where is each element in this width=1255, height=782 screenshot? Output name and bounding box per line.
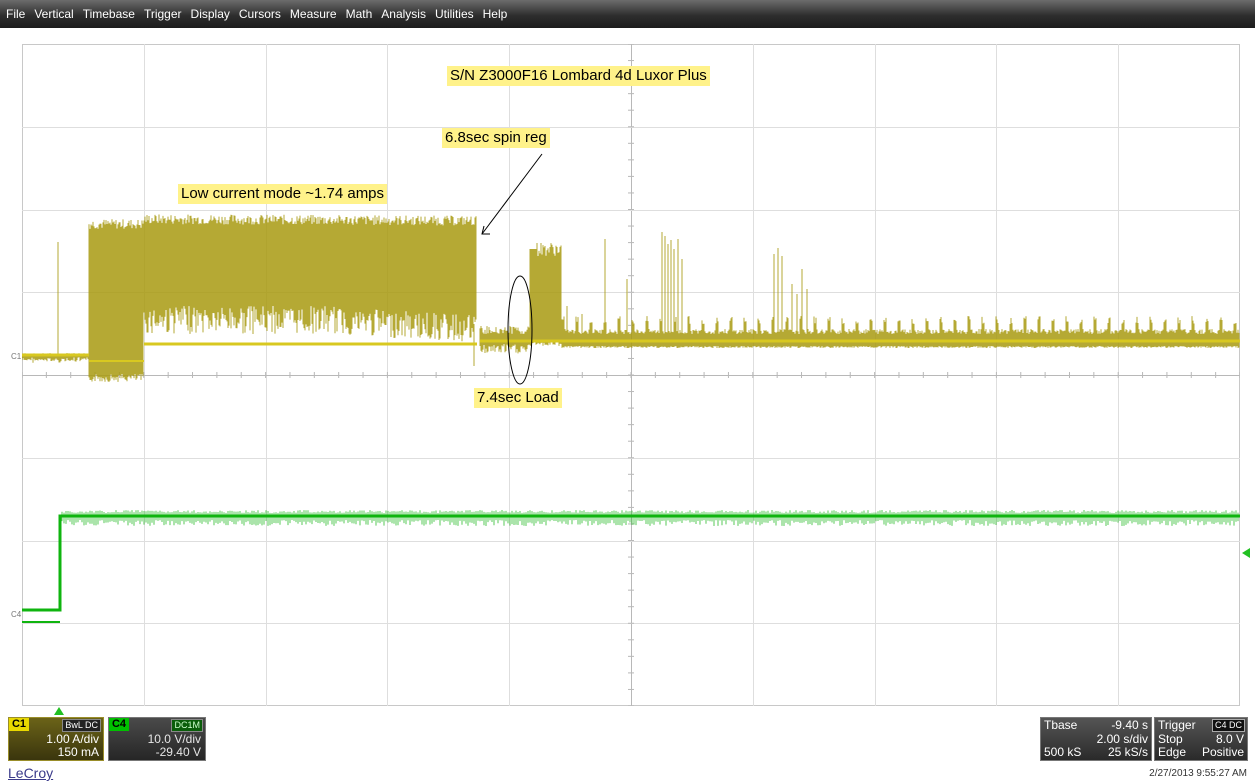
menu-vertical[interactable]: Vertical	[34, 7, 74, 21]
trigger-descriptor[interactable]: Trigger C4 DC Stop 8.0 V Edge Positive	[1154, 717, 1248, 761]
annotation-lines	[481, 153, 543, 385]
trigger-level-marker[interactable]	[1242, 548, 1250, 558]
menu-timebase[interactable]: Timebase	[82, 7, 135, 21]
load-annotation: 7.4sec Load	[474, 388, 562, 408]
grid-lines	[22, 44, 1240, 706]
trigger-source: C4 DC	[1211, 719, 1245, 732]
c1-scale: 1.00 A/div	[46, 732, 99, 746]
c1-trace-path	[22, 214, 1240, 382]
menu-bar: File Vertical Timebase Trigger Display C…	[0, 0, 1255, 28]
menu-trigger[interactable]: Trigger	[143, 7, 182, 21]
menu-cursors[interactable]: Cursors	[238, 7, 281, 21]
c4-trace	[22, 510, 1240, 623]
timestamp: 2/27/2013 9:55:27 AM	[1149, 768, 1247, 779]
timebase-descriptor[interactable]: Tbase -9.40 s 2.00 s/div 500 kS 25 kS/s	[1040, 717, 1152, 761]
c4-offset-marker[interactable]: C4	[11, 610, 22, 619]
menu-help[interactable]: Help	[482, 7, 508, 21]
timebase-delay: -9.40 s	[1111, 718, 1148, 732]
timebase-samples: 500 kS	[1044, 745, 1082, 759]
spin-reg-annotation: 6.8sec spin reg	[442, 128, 550, 148]
c1-trace-band	[22, 339, 1240, 357]
menu-file[interactable]: File	[6, 7, 26, 21]
c4-flags: DC1M	[171, 719, 203, 732]
waveform-grid[interactable]: S/N Z3000F16 Lombard 4d Luxor Plus 6.8se…	[22, 44, 1240, 706]
c4-trace-noise	[61, 510, 1239, 526]
trigger-slope: Positive	[1201, 745, 1244, 759]
menu-display[interactable]: Display	[190, 7, 230, 21]
title-annotation: S/N Z3000F16 Lombard 4d Luxor Plus	[447, 66, 710, 86]
trigger-type: Edge	[1158, 745, 1187, 759]
trigger-label: Trigger	[1158, 718, 1196, 732]
menu-analysis[interactable]: Analysis	[381, 7, 426, 21]
menu-measure[interactable]: Measure	[289, 7, 337, 21]
menu-utilities[interactable]: Utilities	[434, 7, 474, 21]
waveform-display	[22, 44, 1240, 706]
trigger-mode: Stop	[1158, 732, 1183, 746]
menu-math[interactable]: Math	[345, 7, 373, 21]
c1-trace	[22, 214, 1240, 382]
timebase-rate: 25 kS/s	[1107, 745, 1148, 759]
low-current-annotation: Low current mode ~1.74 amps	[178, 184, 388, 204]
timebase-per-div: 2.00 s/div	[1096, 732, 1148, 746]
c4-descriptor[interactable]: C4 DC1M 10.0 V/div -29.40 V	[108, 717, 206, 761]
c1-offset-marker[interactable]: C1	[11, 352, 22, 361]
timebase-label: Tbase	[1044, 718, 1078, 732]
c4-scale: 10.0 V/div	[147, 732, 201, 746]
lecroy-logo: LeCroy	[8, 765, 54, 781]
c4-tag: C4	[109, 718, 129, 731]
c1-tag: C1	[9, 718, 29, 731]
c1-flags: BwL DC	[62, 719, 101, 732]
c1-descriptor[interactable]: C1 BwL DC 1.00 A/div 150 mA	[8, 717, 104, 761]
spin-reg-pointer	[481, 153, 543, 235]
c1-offset: 150 mA	[57, 745, 99, 759]
load-ellipse	[507, 275, 533, 385]
spin-reg-arrowhead	[481, 225, 490, 235]
trigger-position-marker[interactable]	[54, 707, 64, 715]
c4-offset: -29.40 V	[155, 745, 201, 759]
trigger-level: 8.0 V	[1215, 732, 1244, 746]
